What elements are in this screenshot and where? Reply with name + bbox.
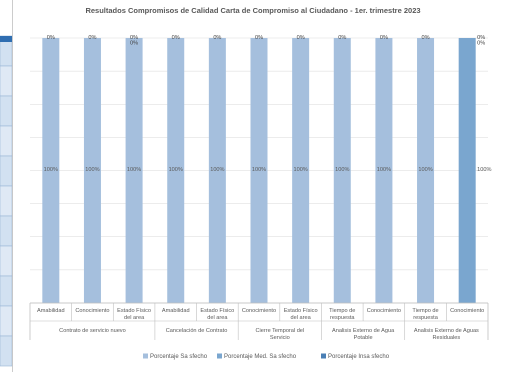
group-label: Potable — [354, 335, 373, 341]
bar-segment — [167, 38, 185, 303]
legend-label: Porcentaje Insa sfecho — [328, 354, 390, 360]
category-label: del area — [207, 315, 228, 321]
bar-segment — [333, 38, 351, 303]
group-label: Analisis Externo de Aguas — [414, 328, 479, 334]
sheet-row-cell — [0, 95, 13, 127]
bar-segment — [375, 38, 393, 303]
data-label-top: 0% — [421, 35, 429, 41]
data-label-mid: 100% — [85, 167, 99, 173]
bar-segment — [458, 38, 476, 303]
sheet-row-cell — [0, 125, 13, 157]
data-label-top: 0% — [380, 35, 388, 41]
category-label: respuesta — [330, 315, 355, 321]
legend-label: Porcentaje Sa sfecho — [150, 354, 208, 360]
category-label: Conocimiento — [242, 308, 276, 314]
category-label: Tiempo de — [329, 308, 355, 314]
sheet-row-cell — [0, 155, 13, 187]
data-label-mid: 100% — [293, 167, 307, 173]
data-label-top: 0% — [213, 35, 221, 41]
data-label-top: 0% — [477, 35, 485, 41]
data-label-top: 0% — [255, 35, 263, 41]
legend-label: Porcentaje Med. Sa sfecho — [224, 354, 297, 360]
bar-segment — [42, 38, 60, 303]
sheet-row-cell — [0, 185, 13, 217]
data-label-top: 0% — [130, 35, 138, 41]
sheet-row-cell — [0, 305, 13, 337]
legend-swatch — [143, 353, 148, 359]
group-label: Analisis Externo de Agua — [332, 328, 395, 334]
bar-segment — [250, 38, 268, 303]
data-label-mid: 100% — [335, 167, 349, 173]
data-label-mid: 100% — [418, 167, 432, 173]
legend-swatch — [321, 353, 326, 359]
category-label: Estado Físico — [117, 308, 151, 314]
category-label: Amabilidad — [37, 308, 65, 314]
sheet-row-cell — [0, 215, 13, 247]
category-label: Tiempo de — [412, 308, 438, 314]
category-label: del area — [124, 315, 145, 321]
category-label: Conocimiento — [367, 308, 401, 314]
category-label: del area — [291, 315, 312, 321]
sheet-row-cell — [0, 335, 13, 367]
category-label: Amabilidad — [162, 308, 190, 314]
category-label: Estado Físico — [200, 308, 234, 314]
data-label-top: 0% — [88, 35, 96, 41]
data-label-top: 0% — [338, 35, 346, 41]
bar-segment — [292, 38, 310, 303]
bar-segment — [125, 38, 143, 303]
data-label-top: 0% — [477, 41, 485, 47]
data-label-mid: 100% — [377, 167, 391, 173]
category-label: Conocimiento — [450, 308, 484, 314]
data-label-top: 0% — [172, 35, 180, 41]
group-label: Servicio — [270, 335, 290, 341]
data-label-mid: 100% — [44, 167, 58, 173]
data-label-top: 0% — [297, 35, 305, 41]
legend-swatch — [217, 353, 222, 359]
group-label: Contrato de servicio nuevo — [59, 328, 126, 334]
data-label-mid: 100% — [252, 167, 266, 173]
sheet-row-cell — [0, 275, 13, 307]
category-label: Estado Físico — [284, 308, 318, 314]
data-label-top: 0% — [47, 35, 55, 41]
sheet-row-cell — [0, 245, 13, 277]
sheet-row-header — [0, 36, 12, 42]
category-label: Conocimiento — [75, 308, 109, 314]
data-label-mid: 100% — [477, 167, 491, 173]
bar-segment — [83, 38, 101, 303]
group-label: Cierre Temporal del — [255, 328, 304, 334]
group-label: Cancelación de Contrato — [166, 328, 228, 334]
chart-title: Resultados Compromisos de Calidad Carta … — [85, 6, 420, 15]
data-label-mid: 100% — [169, 167, 183, 173]
data-label-mid: 100% — [210, 167, 224, 173]
bar-segment — [208, 38, 226, 303]
bar-segment — [417, 38, 435, 303]
data-label-top: 0% — [130, 41, 138, 47]
data-label-mid: 100% — [127, 167, 141, 173]
group-label: Residuales — [433, 335, 461, 341]
sheet-row-cell — [0, 65, 13, 97]
category-label: respuesta — [413, 315, 438, 321]
